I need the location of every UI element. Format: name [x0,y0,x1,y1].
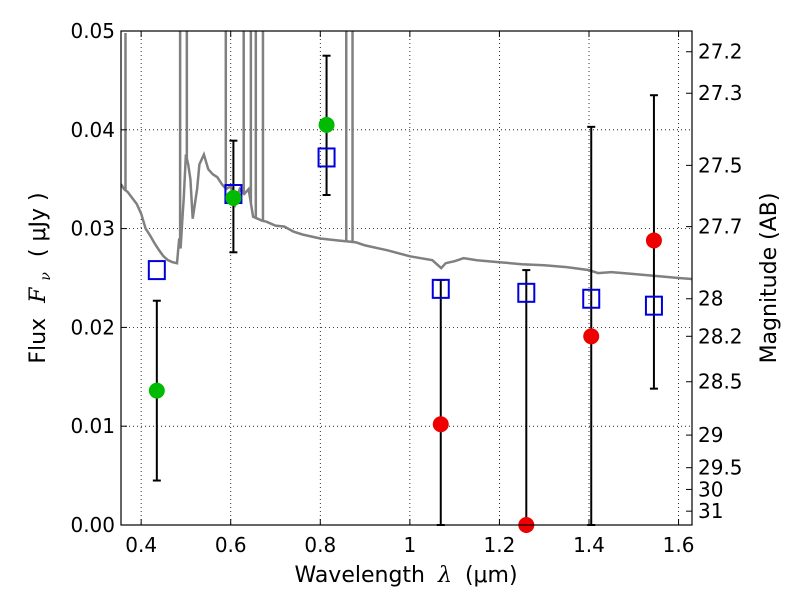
y-tick-label: 0.03 [70,217,115,241]
mag-tick-label: 30 [698,477,723,501]
mag-tick-label: 28.5 [698,370,743,394]
plot-frame [120,30,693,526]
y-tick-label: 0.01 [70,414,115,438]
x-axis-title: Wavelength λ (μm) [294,563,517,588]
x-tick-label: 0.4 [125,533,157,557]
detection-point [225,189,242,206]
mag-tick-label: 27.7 [698,215,743,239]
x-tick-label: 1.6 [663,533,695,557]
model-photometry-point [517,282,536,303]
mag-tick-label: 27.3 [698,81,743,105]
y-axis-title: Flux F ν ( μJy ) [26,192,56,363]
model-photometry-point [431,278,450,299]
y-tick-label: 0.02 [70,315,115,339]
axis-ticks: 0.4 0.6 0.8 1 1.2 1.4 1.6 0.00 0.01 0.02 0.03 0.04 0… [70,19,742,557]
y2-axis-title: Magnitude (AB) [757,193,782,364]
detection-point [318,116,335,133]
mag-tick-label: 27.2 [698,40,743,64]
x-tick-label: 1 [403,533,416,557]
y-tick-label: 0.05 [70,19,115,43]
mag-tick-label: 29.5 [698,456,743,480]
plot-area [121,31,692,281]
model-photometry-point [147,260,166,281]
y-tick-label: 0.00 [70,513,115,537]
mag-tick-label: 31 [698,499,723,523]
non-detection-point [645,232,662,249]
x-tick-label: 1.4 [573,533,605,557]
model-photometry-point [582,288,601,309]
x-tick-label: 0.8 [304,533,336,557]
mag-tick-label: 28.2 [698,324,743,348]
model-sed-line [121,150,692,281]
model-photometry-point [317,147,336,168]
mag-tick-label: 27.5 [698,153,743,177]
mag-tick-label: 29 [698,423,723,447]
x-tick-label: 0.6 [215,533,247,557]
x-tick-label: 1.2 [484,533,516,557]
mag-tick-label: 28 [698,287,723,311]
markers [147,54,663,533]
model-photometry-point [644,295,663,316]
non-detection-point [583,328,600,345]
detection-point [148,382,165,399]
y-tick-label: 0.04 [70,118,115,142]
non-detection-point [432,416,449,433]
